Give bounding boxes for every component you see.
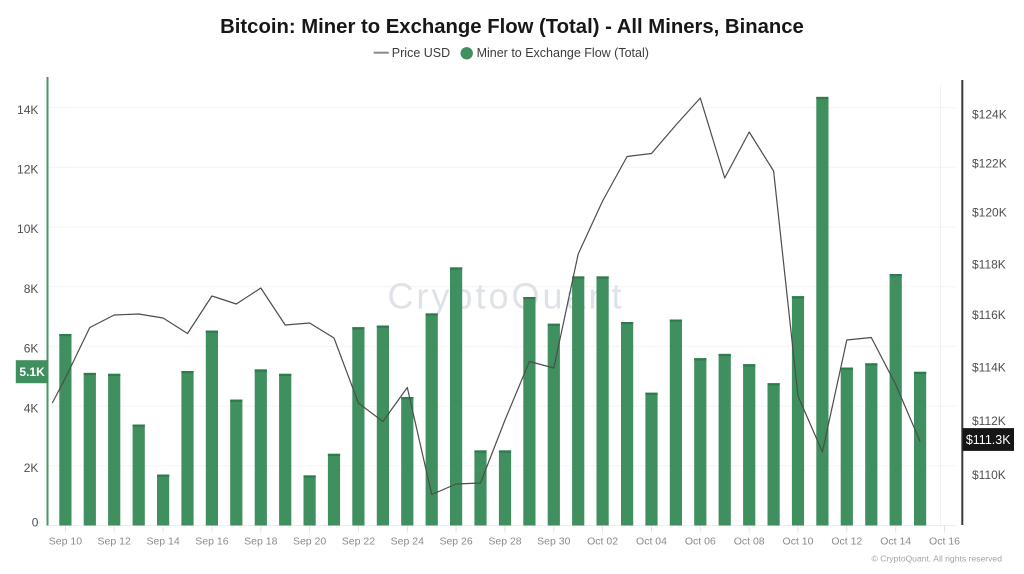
svg-text:Sep 22: Sep 22 <box>342 535 375 547</box>
svg-text:Oct 02: Oct 02 <box>587 535 618 547</box>
svg-text:$114K: $114K <box>972 361 1006 375</box>
svg-text:Oct 10: Oct 10 <box>783 535 814 547</box>
svg-text:Sep 18: Sep 18 <box>244 535 277 547</box>
svg-text:Sep 26: Sep 26 <box>439 535 472 547</box>
svg-text:Oct 12: Oct 12 <box>831 535 862 547</box>
svg-text:Sep 20: Sep 20 <box>293 535 326 547</box>
svg-text:Oct 14: Oct 14 <box>880 535 911 547</box>
svg-text:$116K: $116K <box>972 308 1006 322</box>
svg-text:Oct 16: Oct 16 <box>929 535 960 547</box>
svg-text:6K: 6K <box>24 342 39 356</box>
svg-text:4K: 4K <box>24 401 39 415</box>
svg-text:Miner to Exchange Flow (Total): Miner to Exchange Flow (Total) <box>477 46 649 60</box>
svg-text:© CryptoQuant. All rights rese: © CryptoQuant. All rights reserved <box>871 554 1002 564</box>
svg-text:Oct 06: Oct 06 <box>685 535 716 547</box>
svg-text:Sep 28: Sep 28 <box>488 535 521 547</box>
svg-text:CryptoQuant: CryptoQuant <box>387 276 624 317</box>
svg-text:Oct 08: Oct 08 <box>734 535 765 547</box>
svg-text:Sep 24: Sep 24 <box>391 535 424 547</box>
svg-text:14K: 14K <box>17 103 38 117</box>
svg-text:2K: 2K <box>24 461 39 475</box>
svg-text:8K: 8K <box>24 282 39 296</box>
svg-text:Bitcoin: Miner to Exchange Flo: Bitcoin: Miner to Exchange Flow (Total) … <box>220 16 804 38</box>
svg-text:$111.3K: $111.3K <box>966 433 1011 447</box>
svg-text:0: 0 <box>32 515 39 529</box>
svg-text:Oct 04: Oct 04 <box>636 535 667 547</box>
svg-text:Price USD: Price USD <box>392 46 450 60</box>
svg-text:$110K: $110K <box>972 468 1006 482</box>
svg-text:$124K: $124K <box>972 108 1007 122</box>
svg-text:$118K: $118K <box>972 257 1006 271</box>
svg-text:$122K: $122K <box>972 156 1007 170</box>
svg-text:5.1K: 5.1K <box>19 365 45 379</box>
svg-text:Sep 12: Sep 12 <box>98 535 131 547</box>
svg-text:10K: 10K <box>17 222 38 236</box>
svg-text:$120K: $120K <box>972 206 1007 220</box>
svg-text:Sep 14: Sep 14 <box>146 535 179 547</box>
svg-text:$112K: $112K <box>972 414 1006 428</box>
svg-text:Sep 16: Sep 16 <box>195 535 228 547</box>
svg-text:Sep 10: Sep 10 <box>49 535 82 547</box>
svg-text:Sep 30: Sep 30 <box>537 535 570 547</box>
svg-text:12K: 12K <box>17 163 38 177</box>
